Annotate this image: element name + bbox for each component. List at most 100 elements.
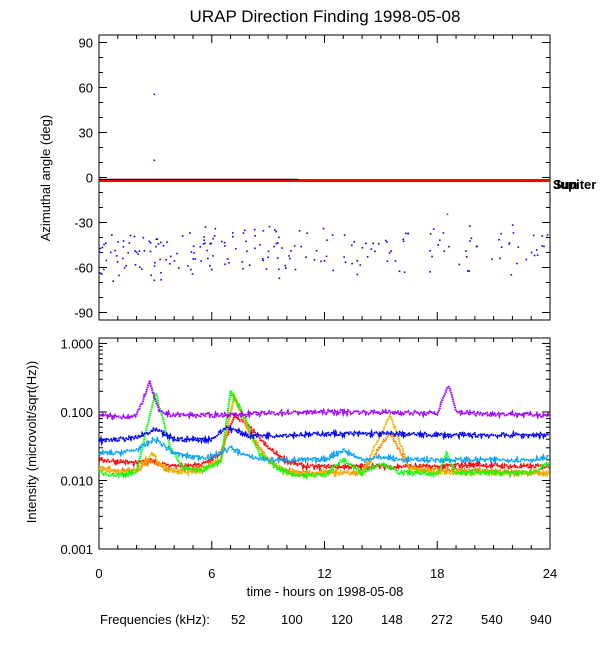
azimuth-point: [165, 258, 168, 261]
azimuth-point: [162, 244, 165, 247]
azimuth-point: [377, 242, 380, 245]
azimuth-point: [149, 250, 152, 253]
azimuth-point: [285, 267, 287, 269]
azimuth-point: [115, 255, 118, 257]
azimuth-point: [99, 251, 101, 254]
azimuth-point: [117, 241, 119, 243]
azimuth-point: [448, 245, 450, 248]
azimuth-point: [118, 274, 120, 277]
azimuth-point: [530, 251, 533, 254]
legend-label: Frequencies (kHz):: [100, 612, 210, 627]
azimuth-outlier-point: [153, 159, 156, 162]
azimuth-point: [135, 251, 138, 254]
intensity-plot-frame: [98, 337, 551, 550]
azimuth-point: [293, 245, 296, 247]
azimuth-point: [223, 241, 226, 244]
azimuth-outlier-point: [153, 93, 156, 96]
azimuth-point: [388, 252, 391, 254]
azimuth-point: [386, 241, 388, 243]
azimuth-point: [181, 235, 184, 237]
azimuth-point: [443, 250, 446, 252]
intensity-y-ticks: 1.000 0.100 0.010 0.001: [60, 336, 550, 557]
reference-label-jupiter: Jupiter: [553, 177, 596, 192]
azimuth-y-tick-label: 30: [79, 126, 93, 141]
azimuth-point: [437, 244, 439, 246]
series-52-line: [98, 412, 550, 473]
azimuth-point: [431, 255, 433, 258]
azimuth-x-ticks: [98, 35, 551, 320]
azimuth-point: [403, 271, 406, 273]
azimuth-point: [458, 263, 461, 266]
azimuth-point: [541, 235, 544, 237]
azimuth-point: [510, 274, 513, 276]
azimuth-point: [212, 237, 214, 240]
azimuth-point: [220, 240, 223, 243]
azimuth-point: [111, 234, 113, 236]
azimuth-point: [353, 240, 356, 243]
azimuth-point: [192, 258, 194, 260]
azimuth-point: [168, 263, 171, 265]
azimuth-point: [134, 263, 137, 266]
azimuth-point: [429, 271, 431, 273]
azimuth-point: [191, 273, 194, 275]
legend-item-540: 540: [481, 612, 503, 627]
azimuth-point: [207, 257, 209, 260]
intensity-y-tick-label: 1.000: [60, 336, 93, 351]
azimuth-point: [508, 242, 511, 244]
azimuth-point: [525, 258, 528, 261]
azimuth-point: [254, 247, 256, 250]
azimuth-point: [356, 260, 359, 262]
azimuth-point: [468, 270, 471, 272]
azimuth-point: [209, 242, 211, 245]
azimuth-point: [344, 261, 347, 264]
azimuth-point: [122, 240, 125, 242]
azimuth-point: [160, 241, 162, 244]
azimuth-point: [160, 271, 162, 274]
series-940-khz: [98, 380, 551, 421]
azimuth-point: [140, 268, 143, 270]
azimuth-point: [275, 242, 278, 245]
sun-reference-line-group: [99, 178, 550, 182]
azimuth-point: [432, 228, 435, 230]
azimuth-point: [331, 234, 334, 236]
azimuth-point: [320, 260, 322, 263]
azimuth-point: [224, 245, 226, 247]
azimuth-point: [204, 242, 206, 245]
series-272-khz: [98, 435, 550, 466]
azimuth-point: [203, 239, 205, 242]
azimuth-outlier-point: [446, 213, 449, 216]
azimuth-point: [133, 235, 136, 238]
azimuth-point: [274, 229, 276, 231]
intensity-y-axis-label: Intensity (microvolt/sqrt(Hz)): [24, 361, 39, 524]
azimuth-point: [262, 229, 265, 232]
azimuth-point: [134, 250, 136, 252]
intensity-x-tick-label: 18: [430, 566, 444, 581]
azimuth-point: [276, 257, 279, 259]
azimuth-point: [138, 250, 141, 252]
azimuth-y-tick-label: 60: [79, 81, 93, 96]
azimuth-point: [123, 267, 126, 269]
azimuth-point: [543, 245, 545, 248]
azimuth-point: [116, 260, 119, 263]
series-148-khz: [98, 389, 551, 481]
azimuth-point: [278, 236, 280, 239]
azimuth-point: [384, 239, 387, 242]
azimuth-point: [278, 277, 281, 280]
azimuth-point: [277, 242, 279, 244]
legend-item-272: 272: [431, 612, 453, 627]
intensity-series: [98, 380, 551, 481]
azimuth-point: [498, 238, 500, 241]
azimuth-point: [516, 262, 518, 265]
intensity-x-axis-label: time - hours on 1998-05-08: [247, 584, 404, 599]
azimuth-point: [210, 242, 213, 245]
azimuth-point: [438, 239, 441, 242]
azimuth-point: [402, 238, 405, 241]
azimuth-point: [125, 264, 127, 267]
azimuth-point: [122, 245, 125, 248]
azimuth-point: [500, 232, 502, 235]
azimuth-point: [139, 266, 141, 269]
chart-title: URAP Direction Finding 1998-05-08: [190, 7, 461, 26]
azimuth-point: [190, 251, 193, 253]
azimuth-point: [100, 273, 103, 275]
azimuth-point: [173, 260, 176, 262]
